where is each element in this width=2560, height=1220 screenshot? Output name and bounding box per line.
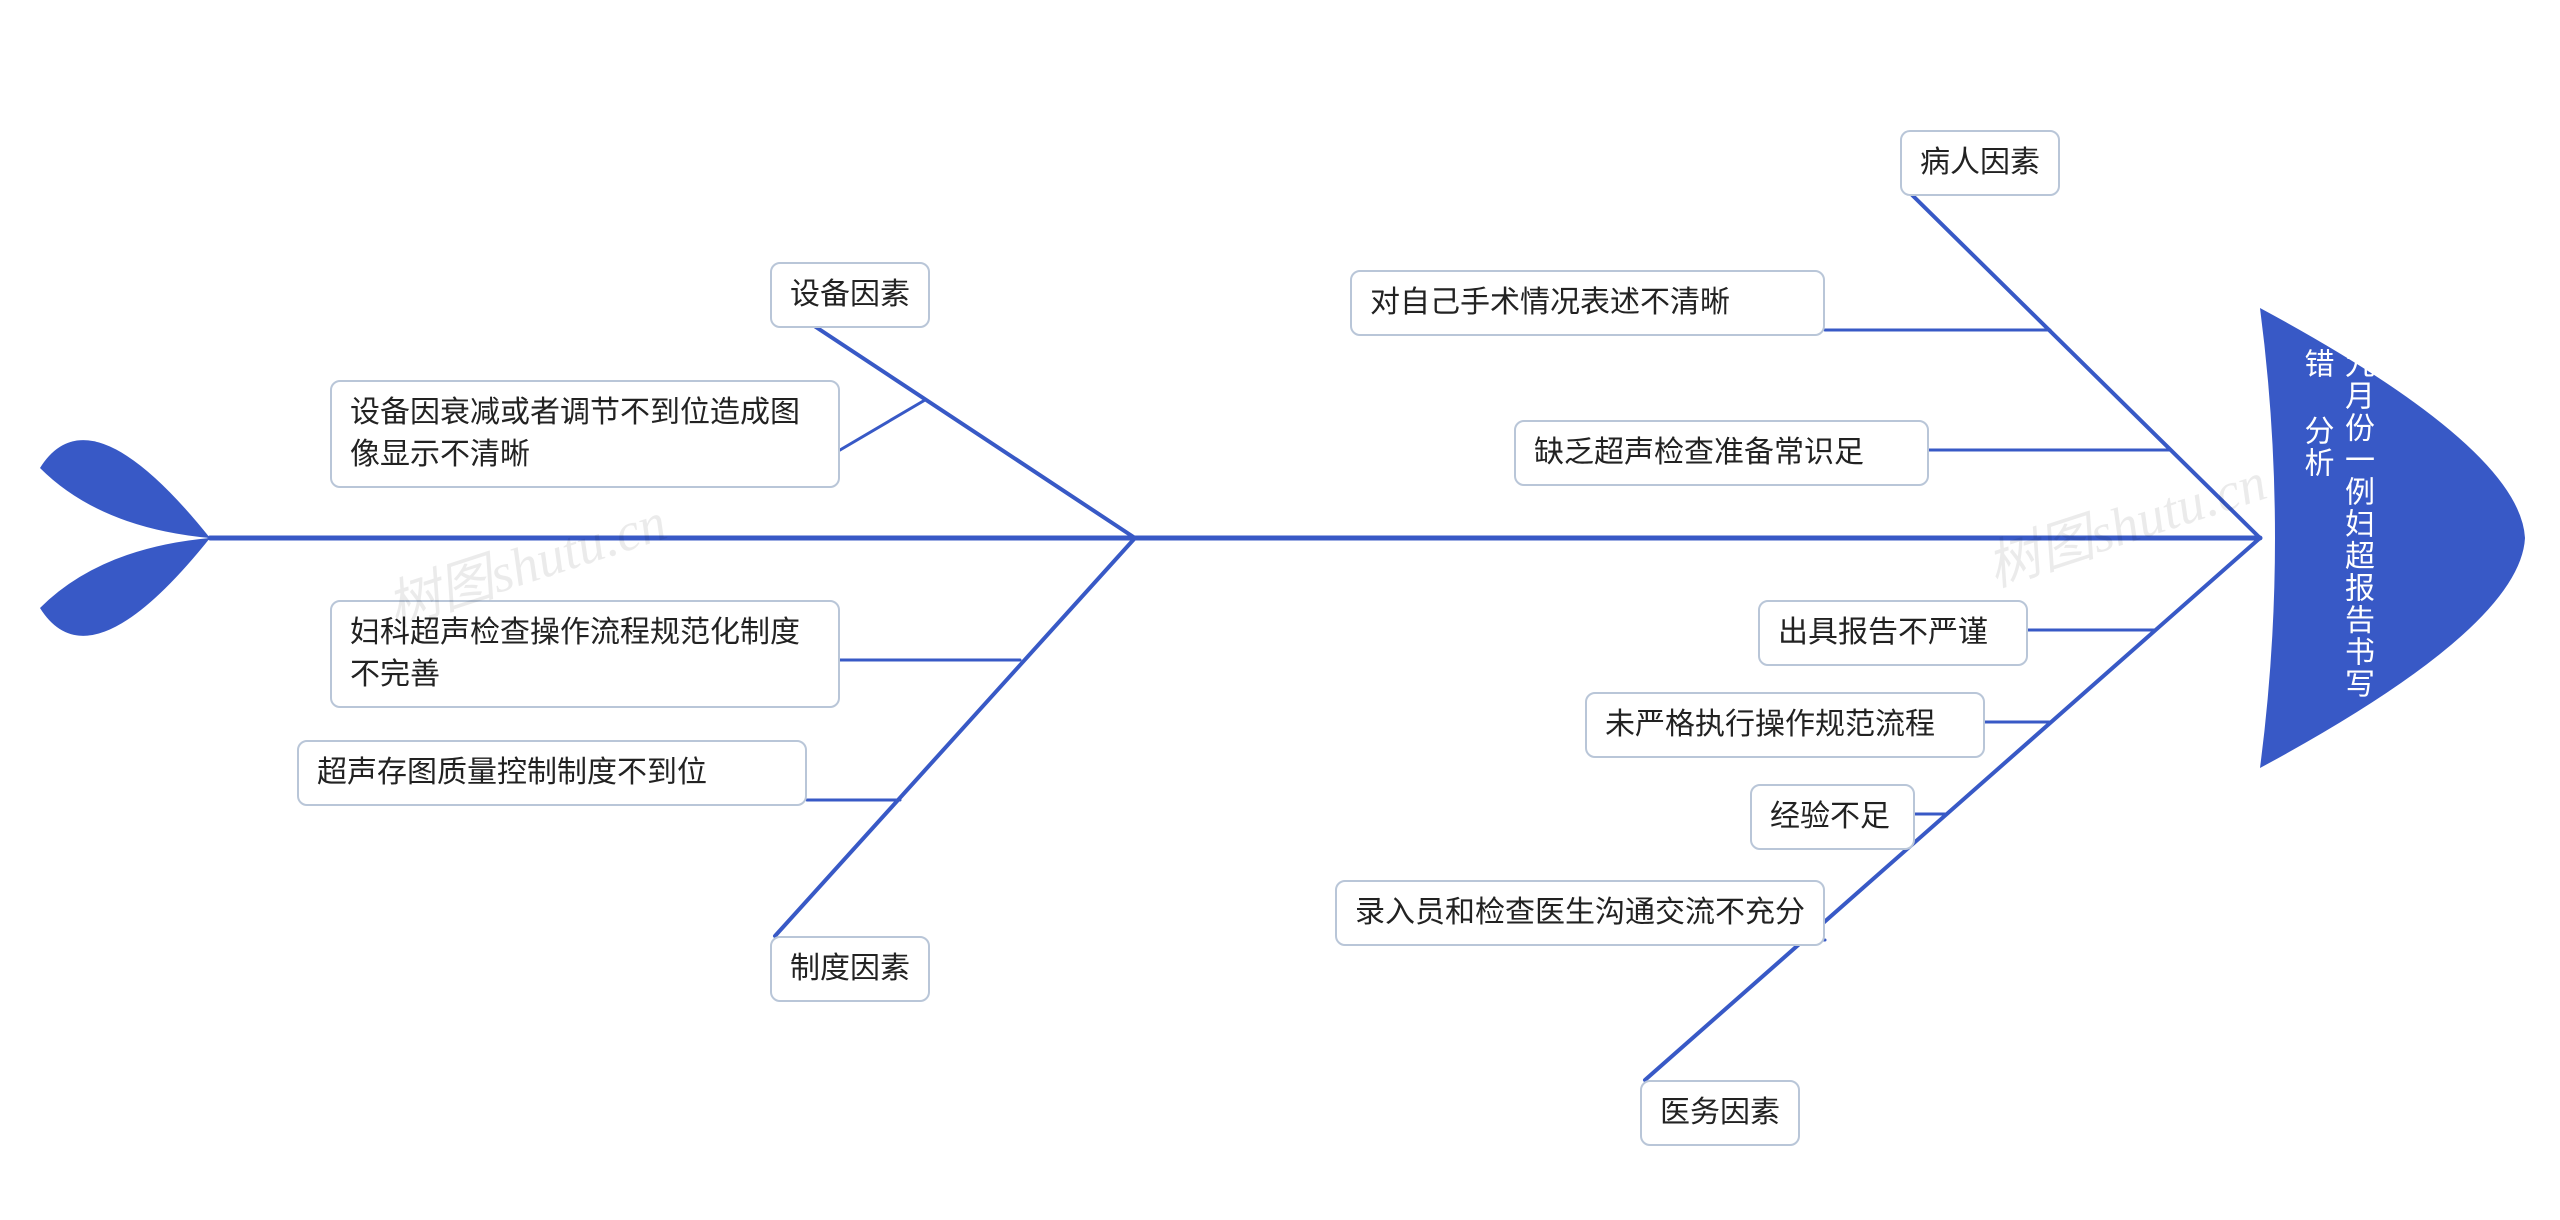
category-label: 医务因素: [1640, 1080, 1800, 1146]
cause-node: 未严格执行操作规范流程: [1585, 692, 1985, 758]
cause-node: 录入员和检查医生沟通交流不充分: [1335, 880, 1825, 946]
category-label: 制度因素: [770, 936, 930, 1002]
cause-node: 经验不足: [1750, 784, 1915, 850]
cause-node: 妇科超声检查操作流程规范化制度不完善: [330, 600, 840, 708]
cause-node: 超声存图质量控制制度不到位: [297, 740, 807, 806]
category-label: 设备因素: [770, 262, 930, 328]
fishbone-diagram: 九月份一例妇超报告书写错 分析 设备因素设备因衰减或者调节不到位造成图像显示不清晰…: [0, 0, 2560, 1220]
cause-node: 对自己手术情况表述不清晰: [1350, 270, 1825, 336]
category-label: 病人因素: [1900, 130, 2060, 196]
cause-node: 缺乏超声检查准备常识足: [1514, 420, 1929, 486]
cause-node: 出具报告不严谨: [1758, 600, 2028, 666]
cause-node: 设备因衰减或者调节不到位造成图像显示不清晰: [330, 380, 840, 488]
fish-head-text: 九月份一例妇超报告书写错 分析: [2295, 348, 2376, 728]
